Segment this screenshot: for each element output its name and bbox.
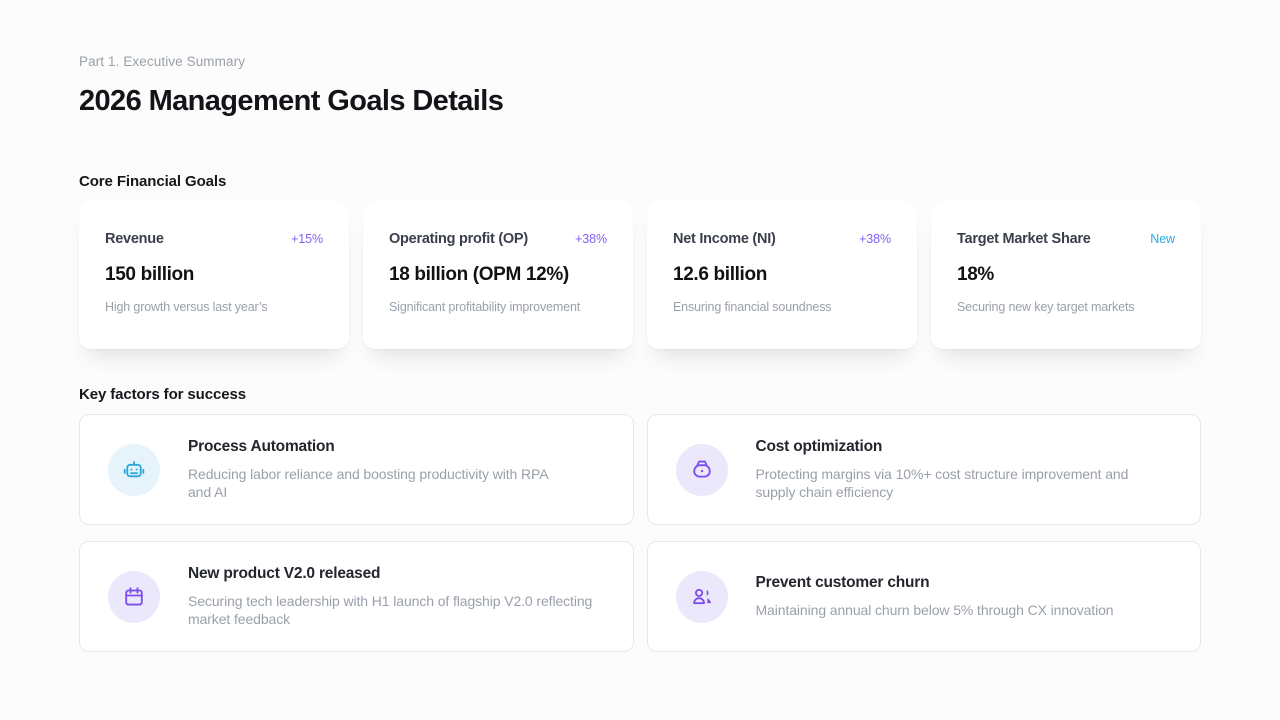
eyebrow: Part 1. Executive Summary	[79, 54, 246, 69]
metric-desc: High growth versus last year’s	[105, 300, 268, 314]
key-factor-card-cost-optimization: Cost optimization Protecting margins via…	[646, 414, 1201, 525]
card-header: Net Income (NI) +38%	[673, 231, 891, 247]
key-factors-section-heading: Key factors for success	[79, 386, 246, 403]
card-text: Process Automation Reducing labor relian…	[188, 438, 570, 501]
metric-value: 12.6 billion	[673, 264, 767, 285]
factor-desc: Protecting margins via 10%+ cost structu…	[755, 466, 1129, 500]
metric-label: Net Income (NI)	[673, 231, 776, 247]
robot-icon	[108, 443, 160, 496]
card-header: Target Market Share New	[957, 231, 1175, 247]
financial-cards: Revenue +15% 150 billion High growth ver…	[79, 201, 1201, 349]
metric-desc: Securing new key target markets	[957, 300, 1135, 314]
growth-badge: +38%	[859, 232, 891, 246]
page-title: 2026 Management Goals Details	[79, 85, 504, 117]
factor-title: Process Automation	[188, 438, 335, 455]
metric-label: Revenue	[105, 231, 164, 247]
factor-title: Cost optimization	[755, 438, 883, 455]
financial-card-net-income: Net Income (NI) +38% 12.6 billion Ensuri…	[647, 201, 917, 349]
factor-desc: Reducing labor reliance and boosting pro…	[188, 466, 548, 500]
users-icon	[675, 570, 728, 623]
new-badge: New	[1150, 232, 1175, 246]
financial-card-revenue: Revenue +15% 150 billion High growth ver…	[79, 201, 349, 349]
metric-value: 18%	[957, 264, 994, 285]
key-factor-card-customer-churn: Prevent customer churn Maintaining annua…	[646, 541, 1201, 652]
slide-content: Part 1. Executive Summary 2026 Managemen…	[79, 0, 1201, 652]
money-bag-icon	[675, 443, 728, 496]
metric-label: Operating profit (OP)	[389, 231, 528, 247]
factor-desc: Securing tech leadership with H1 launch …	[188, 593, 593, 627]
growth-badge: +38%	[575, 232, 607, 246]
factor-title: Prevent customer churn	[755, 574, 930, 591]
key-factor-card-new-product: New product V2.0 released Securing tech …	[79, 541, 634, 652]
key-factor-cards: Process Automation Reducing labor relian…	[79, 414, 1201, 652]
card-text: Cost optimization Protecting margins via…	[756, 438, 1138, 501]
metric-desc: Significant profitability improvement	[389, 300, 581, 314]
card-header: Revenue +15%	[105, 231, 323, 247]
metric-label: Target Market Share	[957, 231, 1091, 247]
metric-desc: Ensuring financial soundness	[673, 300, 832, 314]
card-text: Prevent customer churn Maintaining annua…	[756, 574, 1114, 619]
calendar-icon	[108, 570, 160, 623]
factor-title: New product V2.0 released	[188, 565, 381, 582]
card-header: Operating profit (OP) +38%	[389, 231, 607, 247]
financial-card-operating-profit: Operating profit (OP) +38% 18 billion (O…	[363, 201, 633, 349]
metric-value: 150 billion	[105, 264, 195, 285]
financial-card-market-share: Target Market Share New 18% Securing new…	[931, 201, 1201, 349]
growth-badge: +15%	[291, 232, 323, 246]
key-factor-card-process-automation: Process Automation Reducing labor relian…	[79, 414, 634, 525]
financial-section-heading: Core Financial Goals	[79, 173, 227, 190]
card-text: New product V2.0 released Securing tech …	[188, 565, 605, 628]
metric-value: 18 billion (OPM 12%)	[389, 264, 569, 285]
factor-desc: Maintaining annual churn below 5% throug…	[755, 602, 1114, 618]
